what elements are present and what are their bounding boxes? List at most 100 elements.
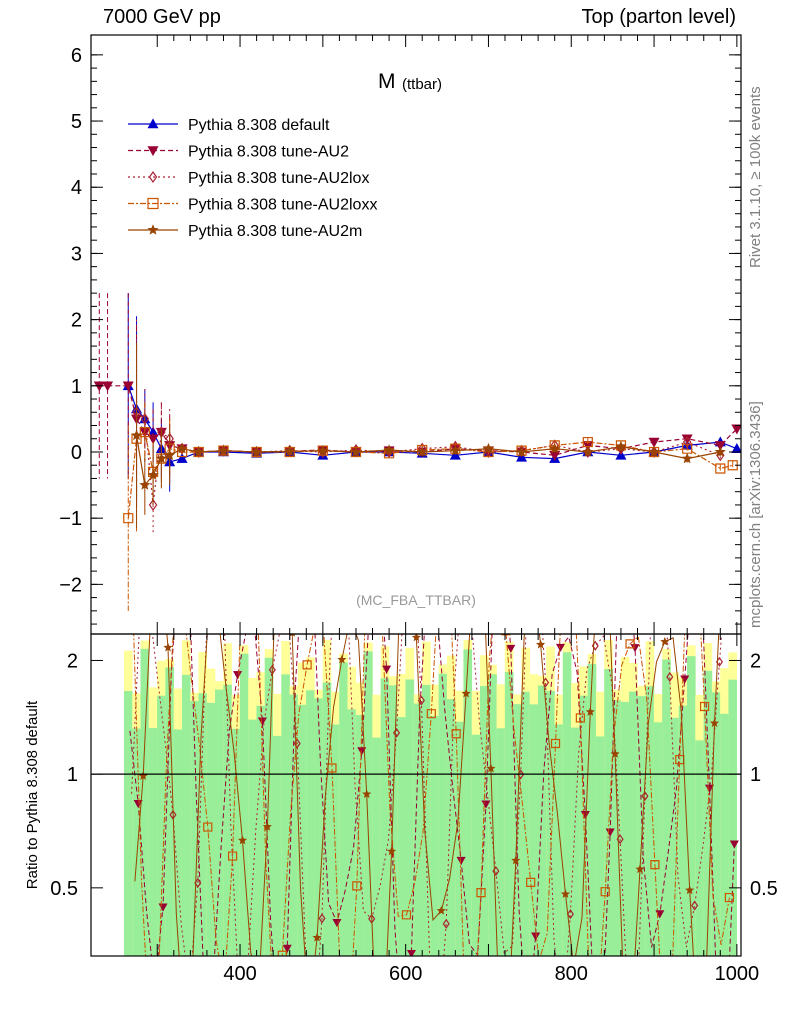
data-point-marker [660,637,670,646]
data-point-marker [164,449,176,460]
uncertainty-band-inner [612,700,622,956]
uncertainty-band-inner [306,690,315,956]
ratio-y-axis-label: Ratio to Pythia 8.308 default [24,700,41,889]
uncertainty-band-inner [372,737,381,956]
uncertainty-band-inner [314,698,324,956]
data-point-marker [139,479,151,490]
uncertainty-band-inner [703,670,713,956]
plot-title: M [378,70,396,93]
data-point-marker [610,749,620,758]
uncertainty-band-inner [123,691,133,956]
legend-label: Pythia 8.308 default [188,117,330,134]
axis-ticks [91,35,741,956]
uncertainty-band-inner [662,659,671,956]
data-point-marker [685,885,695,895]
uncertainty-band-inner [148,728,158,956]
uncertainty-band-inner [206,702,216,956]
data-point-marker [449,444,461,456]
data-point-marker [709,718,720,728]
uncertainty-band-inner [471,734,481,956]
data-point-marker [131,429,143,441]
data-point-marker [550,738,561,749]
uncertainty-band-inner [413,703,423,956]
uncertainty-band-inner [521,691,531,956]
uncertainty-band-inner [248,719,257,956]
data-point-marker [350,446,362,457]
series-5 [131,342,726,529]
data-point-marker [148,498,158,511]
data-point-marker [585,707,595,716]
data-point-marker [193,446,205,457]
data-point-marker [648,446,660,458]
uncertainty-band-inner [571,727,580,956]
data-point-marker [332,919,342,928]
data-point-marker [648,437,660,448]
data-point-marker [648,446,660,457]
data-point-marker [209,983,217,990]
legend-label: Pythia 8.308 tune-AU2 [188,144,349,161]
data-point-marker [227,851,238,861]
data-point-marker [282,944,292,953]
uncertainty-band-inner [173,729,183,956]
uncertainty-band-inner [529,704,539,956]
uncertainty-band-inner [273,735,282,956]
data-point-marker [145,592,151,600]
data-point-marker [147,224,159,235]
uncertainty-band-inner [165,667,174,956]
ratio-uncertainty-bands [123,640,738,956]
data-point-marker [352,881,362,891]
series-4 [123,346,738,611]
data-point-marker [615,440,627,452]
data-point-marker [411,634,421,642]
data-point-marker [122,381,134,392]
uncertainty-band-inner [670,717,680,956]
legend: Pythia 8.308 default Pythia 8.308 tune-AU… [128,117,377,240]
y-tick-label: −1 [59,508,82,530]
x-tick-label: 800 [555,963,588,985]
data-point-marker [555,643,565,653]
data-point-marker [147,118,159,129]
uncertainty-band-inner [629,691,638,956]
data-point-marker [102,381,114,392]
data-point-marker [456,856,466,866]
data-point-marker [308,561,316,568]
ratio-y-tick-label-right: 2 [750,650,761,672]
data-point-marker [382,665,392,674]
legend-label: Pythia 8.308 tune-AU2loxx [188,197,377,214]
tick-labels: −2 −1 0 1 2 3 4 5 6 0.5 0.5 1 1 2 2 400 600 800 1000 [50,45,778,985]
data-point-marker [526,877,536,887]
data-point-marker [501,634,511,636]
uncertainty-band-inner [157,695,166,956]
data-point-marker [650,860,660,870]
data-point-marker [218,445,229,456]
data-point-marker [715,463,726,474]
uncertainty-band-inner [140,648,150,956]
data-point-marker [729,840,739,849]
uncertainty-band-inner [587,664,597,956]
uncertainty-band-inner [256,705,266,956]
data-point-marker [317,444,329,456]
plot-title-subscript: (ttbar) [402,76,442,93]
uncertainty-band-inner [297,704,307,956]
legend-label: Pythia 8.308 tune-AU2lox [188,170,369,187]
ratio-series-group [129,561,739,990]
uncertainty-band-inner [678,705,688,956]
legend-label: Pythia 8.308 tune-AU2m [188,223,362,240]
data-point-marker [214,608,222,615]
data-point-marker [406,949,416,956]
data-point-marker [566,909,574,920]
data-point-marker [362,789,372,799]
data-point-marker [237,835,248,845]
series-2 [93,293,741,512]
series-line [99,385,738,456]
uncertainty-band-inner [554,724,564,956]
uncertainty-band-inner [388,685,398,956]
data-point-marker [387,846,397,856]
data-point-marker [302,660,312,670]
uncertainty-band-inner [231,728,241,956]
uncertainty-band-inner [422,684,431,956]
data-point-marker [451,729,461,739]
data-point-marker [383,444,395,455]
data-point-marker [625,639,635,649]
